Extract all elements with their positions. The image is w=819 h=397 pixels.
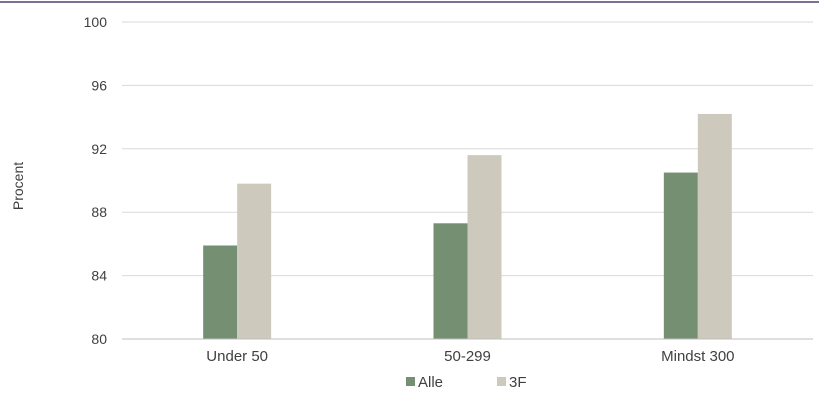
- y-tick-label: 88: [91, 204, 107, 220]
- legend-label: 3F: [509, 374, 527, 391]
- bar-alle-1: [433, 223, 468, 339]
- x-tick-label: Under 50: [206, 348, 268, 365]
- y-axis-tick-labels: 80 84 88 92 96 100: [84, 14, 108, 347]
- y-tick-label: 100: [84, 14, 108, 30]
- legend-label: Alle: [418, 374, 443, 391]
- bar-alle-0: [203, 245, 238, 339]
- legend: Alle 3F: [406, 374, 527, 391]
- bar-alle-2: [663, 172, 698, 339]
- x-tick-label: Mindst 300: [661, 348, 734, 365]
- bars: [203, 113, 732, 340]
- bar-3f-0: [237, 183, 272, 339]
- y-tick-label: 96: [91, 77, 107, 93]
- y-axis-label: Procent: [10, 162, 26, 210]
- legend-item-3f: 3F: [497, 374, 527, 391]
- legend-swatch: [406, 377, 415, 386]
- y-tick-label: 80: [91, 331, 107, 347]
- legend-swatch: [497, 377, 506, 386]
- x-axis-tick-labels: Under 50 50-299 Mindst 300: [206, 348, 734, 365]
- y-tick-label: 84: [91, 268, 107, 284]
- bar-3f-2: [697, 113, 732, 340]
- bar-3f-1: [467, 155, 502, 339]
- legend-item-alle: Alle: [406, 374, 443, 391]
- x-tick-label: 50-299: [444, 348, 491, 365]
- y-tick-label: 92: [91, 141, 107, 157]
